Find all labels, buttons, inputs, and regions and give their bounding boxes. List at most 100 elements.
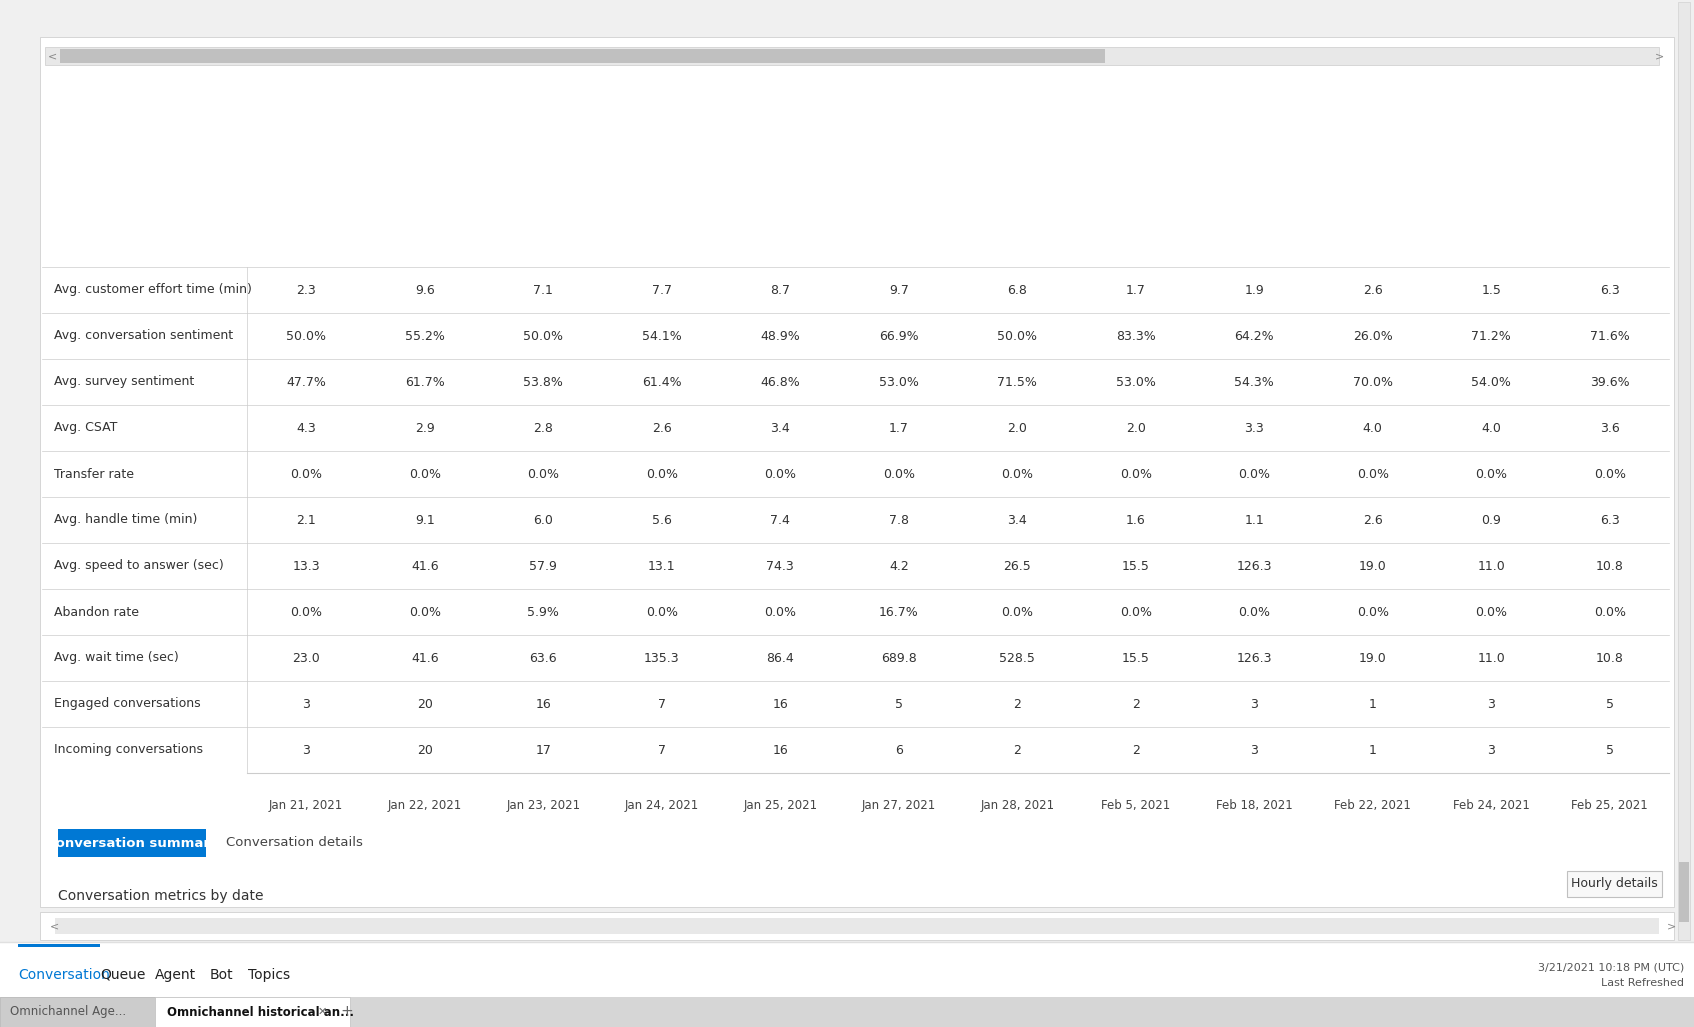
Text: 9.1: 9.1 <box>415 514 435 527</box>
Text: 15.5: 15.5 <box>1121 560 1150 572</box>
Bar <box>0 942 1694 997</box>
Text: 6.0: 6.0 <box>534 514 554 527</box>
Bar <box>1567 871 1662 897</box>
Text: 3: 3 <box>302 744 310 757</box>
Text: Jan 23, 2021: Jan 23, 2021 <box>507 799 581 812</box>
Text: Avg. wait time (sec): Avg. wait time (sec) <box>54 651 180 664</box>
Text: 11.0: 11.0 <box>1477 651 1506 664</box>
Text: 16: 16 <box>772 744 788 757</box>
Text: 3: 3 <box>1250 697 1259 711</box>
Text: 61.4%: 61.4% <box>642 376 681 388</box>
Text: 19.0: 19.0 <box>1359 651 1387 664</box>
Text: 0.0%: 0.0% <box>1238 467 1270 481</box>
Bar <box>0 997 154 1027</box>
Text: 3: 3 <box>1487 744 1496 757</box>
Text: 15.5: 15.5 <box>1121 651 1150 664</box>
Text: Incoming conversations: Incoming conversations <box>54 744 203 757</box>
Text: Feb 22, 2021: Feb 22, 2021 <box>1335 799 1411 812</box>
Text: 2.0: 2.0 <box>1008 421 1027 434</box>
Text: 2.9: 2.9 <box>415 421 435 434</box>
Text: 50.0%: 50.0% <box>286 330 327 342</box>
Text: 16: 16 <box>535 697 551 711</box>
Text: 689.8: 689.8 <box>881 651 916 664</box>
Text: Abandon rate: Abandon rate <box>54 606 139 618</box>
Text: 3.4: 3.4 <box>771 421 789 434</box>
Text: 17: 17 <box>535 744 551 757</box>
Text: 13.3: 13.3 <box>293 560 320 572</box>
Text: 0.0%: 0.0% <box>290 467 322 481</box>
Text: 2.6: 2.6 <box>652 421 671 434</box>
Text: 2.0: 2.0 <box>1127 421 1145 434</box>
Text: Topics: Topics <box>247 968 290 982</box>
Text: 5.9%: 5.9% <box>527 606 559 618</box>
Text: 7: 7 <box>657 697 666 711</box>
Text: 5.6: 5.6 <box>652 514 673 527</box>
Text: 3: 3 <box>302 697 310 711</box>
Text: 10.8: 10.8 <box>1596 651 1623 664</box>
Text: 1: 1 <box>1369 744 1377 757</box>
Text: 47.7%: 47.7% <box>286 376 327 388</box>
Text: 0.0%: 0.0% <box>1475 606 1508 618</box>
Text: 2.8: 2.8 <box>534 421 554 434</box>
Text: Conversation summary: Conversation summary <box>46 837 219 849</box>
Text: ✕: ✕ <box>318 1007 327 1017</box>
Text: 7.4: 7.4 <box>771 514 789 527</box>
Text: Avg. customer effort time (min): Avg. customer effort time (min) <box>54 283 252 297</box>
Text: 2.6: 2.6 <box>1364 283 1382 297</box>
Text: 83.3%: 83.3% <box>1116 330 1155 342</box>
Text: 0.0%: 0.0% <box>1001 467 1033 481</box>
Text: Conversation details: Conversation details <box>225 837 363 849</box>
Text: 63.6: 63.6 <box>530 651 557 664</box>
Bar <box>0 997 1694 1027</box>
Bar <box>46 47 1658 65</box>
Text: 16.7%: 16.7% <box>879 606 918 618</box>
Text: 13.1: 13.1 <box>647 560 676 572</box>
Text: 126.3: 126.3 <box>1237 651 1272 664</box>
Text: 41.6: 41.6 <box>412 651 439 664</box>
Text: Queue: Queue <box>100 968 146 982</box>
Text: 0.0%: 0.0% <box>1357 606 1389 618</box>
Text: 1: 1 <box>1369 697 1377 711</box>
Text: 53.0%: 53.0% <box>1116 376 1155 388</box>
Text: 1.6: 1.6 <box>1127 514 1145 527</box>
Bar <box>41 912 1674 940</box>
Text: 8.7: 8.7 <box>771 283 789 297</box>
Text: 0.0%: 0.0% <box>764 467 796 481</box>
Text: 1.7: 1.7 <box>889 421 908 434</box>
Text: 0.0%: 0.0% <box>764 606 796 618</box>
Text: 0.0%: 0.0% <box>290 606 322 618</box>
Text: 528.5: 528.5 <box>999 651 1035 664</box>
Text: 135.3: 135.3 <box>644 651 679 664</box>
Text: <: < <box>51 921 59 931</box>
Text: 26.0%: 26.0% <box>1354 330 1392 342</box>
Text: Jan 27, 2021: Jan 27, 2021 <box>862 799 935 812</box>
Text: 2: 2 <box>1132 697 1140 711</box>
Text: 54.3%: 54.3% <box>1235 376 1274 388</box>
Bar <box>19 944 100 947</box>
Text: 1.5: 1.5 <box>1481 283 1501 297</box>
Text: +: + <box>340 1004 352 1020</box>
Text: Jan 22, 2021: Jan 22, 2021 <box>388 799 462 812</box>
Bar <box>1679 2 1691 940</box>
Text: 1.9: 1.9 <box>1245 283 1264 297</box>
Text: 20: 20 <box>417 744 432 757</box>
Text: 46.8%: 46.8% <box>761 376 800 388</box>
Text: <: < <box>47 51 58 61</box>
Text: 6.3: 6.3 <box>1599 514 1619 527</box>
Text: 57.9: 57.9 <box>529 560 557 572</box>
Text: 0.0%: 0.0% <box>408 467 440 481</box>
Text: 0.0%: 0.0% <box>1594 606 1626 618</box>
Text: 0.0%: 0.0% <box>408 606 440 618</box>
Text: Transfer rate: Transfer rate <box>54 467 134 481</box>
Text: 39.6%: 39.6% <box>1591 376 1630 388</box>
Bar <box>154 997 351 1027</box>
Text: 7: 7 <box>657 744 666 757</box>
Text: 0.0%: 0.0% <box>1238 606 1270 618</box>
Text: 53.8%: 53.8% <box>523 376 562 388</box>
Text: Avg. speed to answer (sec): Avg. speed to answer (sec) <box>54 560 224 572</box>
Text: 74.3: 74.3 <box>766 560 794 572</box>
Text: 61.7%: 61.7% <box>405 376 444 388</box>
Text: Avg. conversation sentiment: Avg. conversation sentiment <box>54 330 234 342</box>
Text: 3.6: 3.6 <box>1599 421 1619 434</box>
Text: 5: 5 <box>1606 697 1614 711</box>
